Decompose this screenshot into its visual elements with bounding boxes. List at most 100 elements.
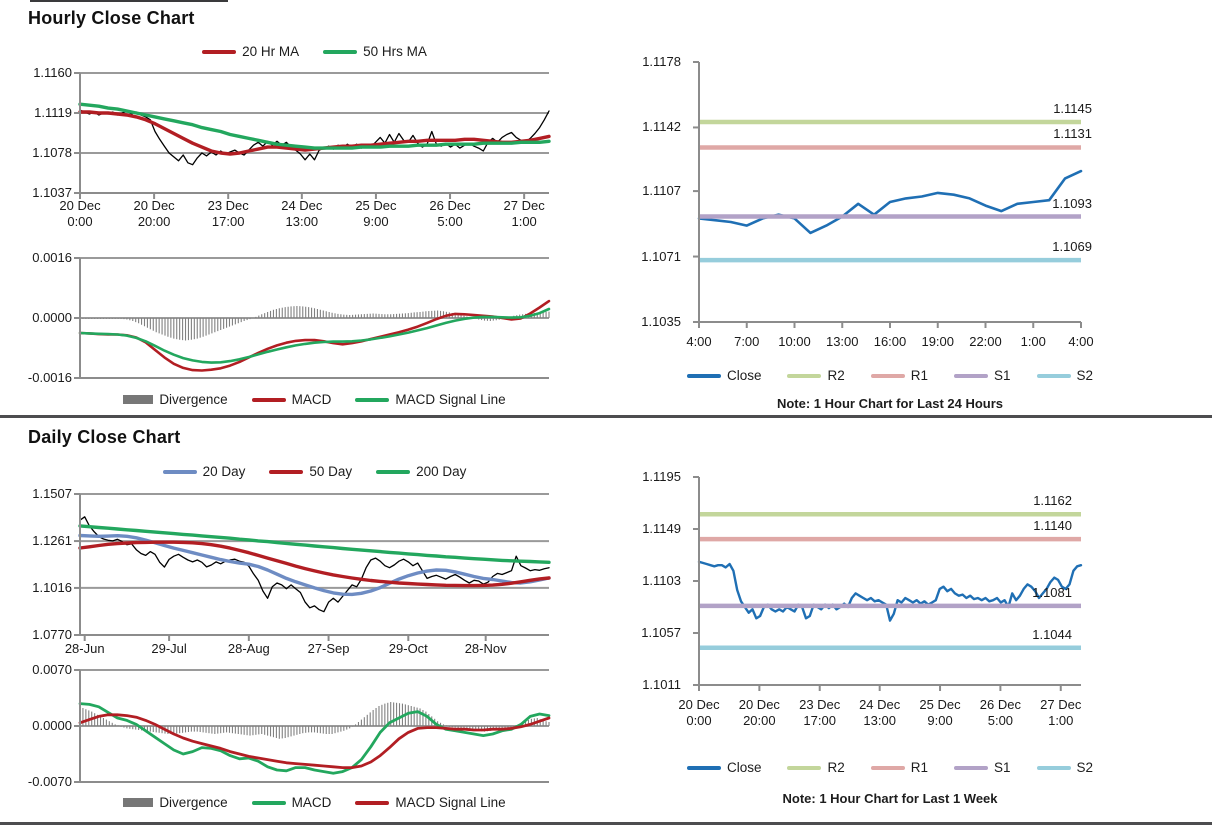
x-tick-label: 20 Dec 0:00 bbox=[59, 198, 101, 229]
hourly-price-legend: 20 Hr MA 50 Hrs MA bbox=[80, 44, 549, 59]
legend-label: Close bbox=[726, 368, 762, 383]
y-tick-label: 1.1071 bbox=[641, 248, 681, 264]
level-label-r2: 1.1162 bbox=[1033, 493, 1072, 509]
x-tick-label: 29-Oct bbox=[388, 641, 428, 656]
y-tick-label: 1.1037 bbox=[32, 185, 72, 200]
section-divider bbox=[0, 415, 1212, 418]
legend-item: MACD Signal Line bbox=[355, 392, 506, 407]
legend-label: 200 Day bbox=[416, 464, 467, 479]
hourly-pivot-legend: Close R2 R1 S1 S2 bbox=[686, 368, 1093, 383]
legend-item: R2 bbox=[787, 368, 845, 383]
legend-item: MACD Signal Line bbox=[355, 795, 506, 810]
x-tick-label: 4:00 bbox=[686, 334, 712, 349]
legend-label: Divergence bbox=[159, 795, 228, 810]
y-tick-label: 0.0000 bbox=[32, 718, 72, 733]
legend-swatch-icon bbox=[787, 765, 822, 770]
x-tick-label: 27-Sep bbox=[307, 641, 350, 656]
y-tick-label: 0.0000 bbox=[32, 310, 72, 325]
legend-swatch-icon bbox=[355, 397, 390, 402]
y-tick-label: 1.1057 bbox=[641, 625, 681, 640]
hourly-macd-series-macd-signal-line bbox=[78, 307, 551, 364]
legend-item: S1 bbox=[954, 760, 1011, 775]
legend-item: 200 Day bbox=[376, 464, 466, 479]
legend-label: S1 bbox=[994, 760, 1011, 775]
legend-swatch-icon bbox=[1036, 373, 1071, 378]
daily-close-chart-title: Daily Close Chart bbox=[28, 427, 181, 447]
legend-item: S1 bbox=[954, 368, 1011, 383]
hourly-pivot-note: Note: 1 Hour Chart for Last 24 Hours bbox=[776, 396, 1004, 411]
legend-label: 20 Day bbox=[202, 464, 246, 479]
x-tick-label: 23 Dec 17:00 bbox=[799, 697, 841, 728]
hourly-price-series-close bbox=[79, 109, 550, 166]
y-tick-label: 1.1011 bbox=[642, 677, 681, 692]
y-tick-label: 1.1142 bbox=[642, 119, 681, 135]
x-tick-label: 27 Dec 1:00 bbox=[1040, 697, 1082, 728]
x-tick-label: 24 Dec 13:00 bbox=[281, 198, 323, 229]
y-tick-label: -0.0016 bbox=[27, 370, 72, 385]
y-tick-label: 1.1103 bbox=[642, 573, 681, 588]
legend-item: Divergence bbox=[123, 392, 228, 407]
daily-macd-series-macd bbox=[78, 702, 551, 775]
y-tick-label: 1.1195 bbox=[642, 469, 681, 484]
level-label-s2: 1.1044 bbox=[1032, 626, 1072, 642]
daily-price-series-200-day bbox=[78, 524, 551, 565]
legend-item: R1 bbox=[870, 760, 928, 775]
x-tick-label: 25 Dec 9:00 bbox=[919, 697, 961, 728]
legend-item: 50 Hrs MA bbox=[323, 44, 427, 59]
daily-macd-legend: Divergence MACD MACD Signal Line bbox=[80, 795, 549, 810]
x-tick-label: 22:00 bbox=[969, 334, 1002, 349]
legend-item: R2 bbox=[787, 760, 845, 775]
legend-item: Close bbox=[686, 760, 762, 775]
legend-label: 20 Hr MA bbox=[242, 44, 300, 59]
level-label-r1: 1.1131 bbox=[1053, 126, 1092, 142]
level-label-r2: 1.1145 bbox=[1053, 101, 1092, 116]
x-tick-label: 13:00 bbox=[825, 334, 859, 349]
page-bottom-divider bbox=[0, 822, 1212, 825]
legend-swatch-icon bbox=[251, 397, 286, 402]
legend-swatch-icon bbox=[269, 469, 304, 474]
legend-swatch-icon bbox=[686, 765, 721, 770]
legend-item: S2 bbox=[1036, 760, 1094, 775]
legend-item: Divergence bbox=[123, 795, 228, 810]
weekly-pivot-series-close bbox=[697, 560, 1083, 622]
legend-swatch-icon bbox=[376, 469, 411, 474]
y-tick-label: 1.1035 bbox=[641, 314, 681, 329]
legend-item: MACD bbox=[251, 392, 332, 407]
weekly-pivot-legend: Close R2 R1 S1 S2 bbox=[686, 760, 1093, 775]
legend-label: R2 bbox=[827, 760, 845, 775]
y-tick-label: 1.1078 bbox=[32, 145, 72, 160]
legend-swatch-icon bbox=[787, 373, 822, 378]
legend-swatch-icon bbox=[202, 49, 237, 54]
y-tick-label: 1.1016 bbox=[32, 579, 72, 595]
legend-label: Divergence bbox=[159, 392, 228, 407]
hourly-macd-series-macd bbox=[78, 299, 551, 372]
x-tick-label: 27 Dec 1:00 bbox=[503, 198, 545, 229]
legend-swatch-icon bbox=[162, 469, 197, 474]
legend-swatch-icon bbox=[251, 800, 286, 805]
x-tick-label: 20 Dec 20:00 bbox=[738, 697, 780, 728]
daily-price-legend: 20 Day 50 Day 200 Day bbox=[80, 464, 549, 479]
y-tick-label: 1.1178 bbox=[642, 54, 681, 69]
legend-label: MACD bbox=[291, 392, 332, 407]
x-tick-label: 23 Dec 17:00 bbox=[207, 198, 249, 229]
x-tick-label: 20 Dec 0:00 bbox=[678, 697, 720, 728]
legend-label: R2 bbox=[827, 368, 845, 383]
hourly-pivot-series-close bbox=[697, 169, 1083, 235]
legend-label: Close bbox=[726, 760, 762, 775]
legend-label: S2 bbox=[1076, 760, 1094, 775]
x-tick-label: 4:00 bbox=[1068, 334, 1094, 349]
x-tick-label: 7:00 bbox=[734, 334, 760, 349]
legend-swatch-icon bbox=[355, 800, 390, 805]
legend-item: MACD bbox=[251, 795, 331, 810]
legend-swatch-icon bbox=[123, 395, 154, 404]
y-tick-label: 1.1119 bbox=[34, 105, 72, 120]
y-tick-label: -0.0070 bbox=[27, 774, 72, 789]
level-label-r1: 1.1140 bbox=[1033, 518, 1072, 534]
x-tick-label: 25 Dec 9:00 bbox=[355, 198, 397, 229]
daily-macd-plot bbox=[74, 669, 551, 783]
legend-item: 20 Day bbox=[162, 464, 246, 479]
legend-label: 50 Day bbox=[309, 464, 353, 479]
x-tick-label: 16:00 bbox=[873, 334, 907, 349]
daily-macd-series-macd-signal-line bbox=[78, 713, 551, 769]
weekly-pivot-plot bbox=[693, 476, 1083, 691]
